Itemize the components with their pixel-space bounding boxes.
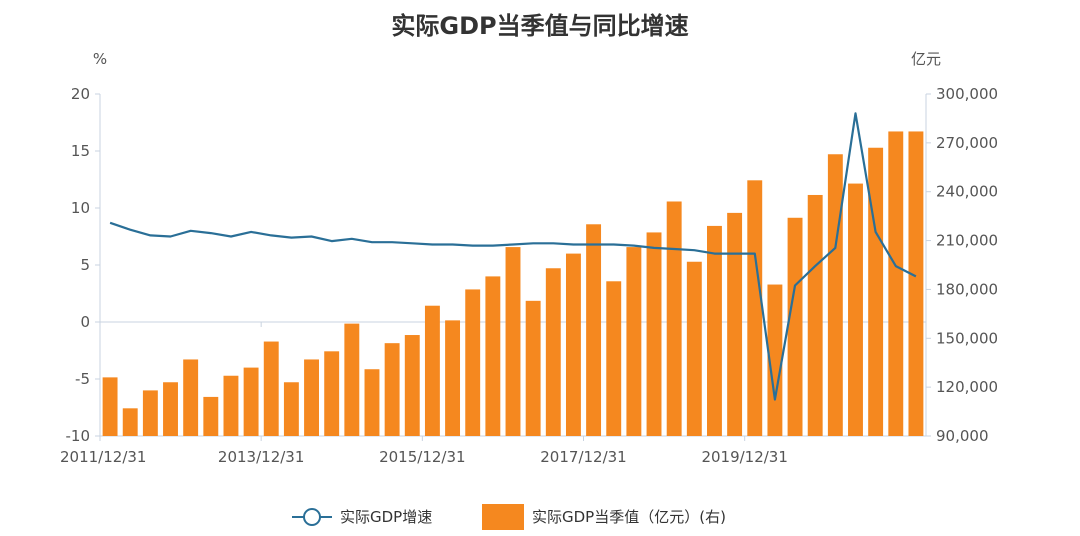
gdp-bar (727, 212, 743, 436)
gdp-bar (223, 375, 239, 436)
left-tick-label: -10 (66, 427, 91, 445)
left-axis-unit: % (93, 50, 107, 68)
growth-line (109, 112, 917, 401)
gdp-bar (263, 341, 279, 436)
gdp-bar (304, 359, 319, 436)
axes-layer: 20 15 10 5 0 -5 -10 300,000 270,000 240,000 210,00… (60, 85, 998, 466)
legend-bar-swatch (482, 504, 524, 530)
gdp-bar (827, 154, 843, 436)
gdp-bar (243, 367, 259, 436)
gdp-bar (505, 247, 521, 436)
bars-layer (102, 131, 924, 436)
left-tick-label: 15 (71, 142, 90, 160)
gdp-bar (344, 323, 360, 436)
gdp-bar (545, 268, 561, 436)
right-tick-label: 270,000 (936, 134, 998, 152)
gdp-bar (888, 131, 904, 436)
gdp-bar (203, 396, 219, 436)
gdp-bar (686, 261, 702, 436)
gdp-bar (183, 359, 199, 436)
x-tick-label: 2011/12/31 (60, 448, 146, 466)
gdp-bar (666, 201, 682, 436)
gdp-bar (586, 224, 602, 436)
left-tick-label: 0 (80, 313, 90, 331)
gdp-bar (606, 281, 622, 436)
legend-line-label: 实际GDP增速 (340, 508, 432, 526)
right-tick-label: 240,000 (936, 183, 998, 201)
x-tick-label: 2013/12/31 (218, 448, 304, 466)
legend-line-marker (303, 508, 321, 526)
gdp-bar (163, 382, 178, 436)
legend: 实际GDP增速 实际GDP当季值（亿元）(右) (292, 504, 726, 530)
gdp-bar (324, 351, 340, 436)
gdp-bar (404, 335, 420, 436)
gdp-bar (747, 180, 763, 436)
gdp-bar (102, 377, 118, 436)
x-tick-label: 2017/12/31 (540, 448, 626, 466)
gdp-bar (565, 253, 581, 436)
x-tick-label: 2019/12/31 (701, 448, 787, 466)
gdp-bar (424, 305, 440, 436)
gdp-bar (485, 276, 501, 436)
gdp-bar (787, 217, 803, 436)
gdp-bar (122, 408, 138, 436)
x-tick-label: 2015/12/31 (379, 448, 465, 466)
right-tick-label: 90,000 (936, 427, 989, 445)
left-tick-label: -5 (75, 370, 90, 388)
gdp-bar (525, 300, 541, 436)
left-tick-label: 5 (80, 256, 90, 274)
left-tick-label: 10 (71, 199, 90, 217)
left-tick-label: 20 (71, 85, 90, 103)
gdp-bar (283, 382, 299, 436)
gdp-bar (445, 320, 461, 436)
gdp-bar (364, 369, 380, 436)
gdp-bar (767, 284, 783, 436)
gdp-bar (384, 343, 400, 436)
chart-title: 实际GDP当季值与同比增速 (391, 12, 688, 40)
gdp-bar (908, 131, 924, 436)
gdp-bar (626, 247, 642, 436)
right-tick-label: 120,000 (936, 378, 998, 396)
right-tick-label: 180,000 (936, 280, 998, 298)
gdp-bar (848, 183, 863, 436)
legend-bar-label: 实际GDP当季值（亿元）(右) (532, 508, 726, 526)
gdp-bar (807, 194, 823, 436)
gdp-bar (465, 289, 481, 436)
right-axis-unit: 亿元 (911, 50, 941, 68)
gdp-bar (142, 390, 158, 436)
right-tick-label: 210,000 (936, 232, 998, 250)
line-layer (109, 112, 917, 401)
gdp-bar (707, 225, 722, 436)
right-tick-label: 150,000 (936, 329, 998, 347)
right-tick-label: 300,000 (936, 85, 998, 103)
gdp-bar (868, 147, 884, 436)
gdp-bar (646, 232, 662, 436)
